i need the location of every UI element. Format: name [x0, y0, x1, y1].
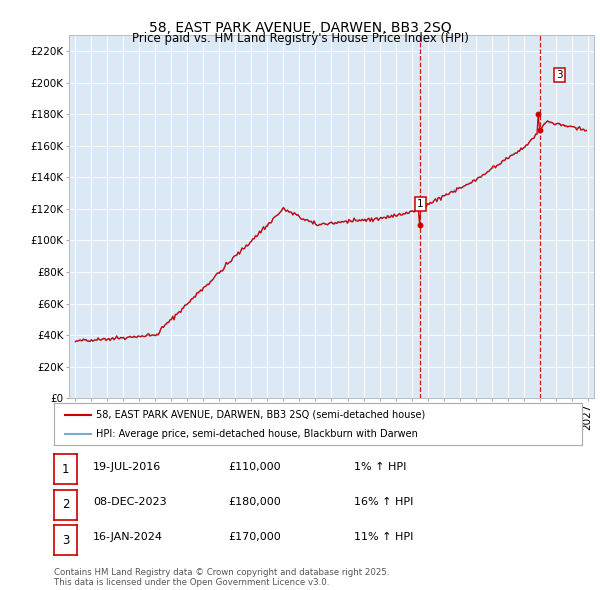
- Text: 58, EAST PARK AVENUE, DARWEN, BB3 2SQ (semi-detached house): 58, EAST PARK AVENUE, DARWEN, BB3 2SQ (s…: [96, 410, 425, 420]
- Text: 08-DEC-2023: 08-DEC-2023: [93, 497, 167, 507]
- Text: £110,000: £110,000: [228, 462, 281, 471]
- Text: 58, EAST PARK AVENUE, DARWEN, BB3 2SQ: 58, EAST PARK AVENUE, DARWEN, BB3 2SQ: [149, 21, 451, 35]
- Text: 1: 1: [62, 463, 69, 476]
- Text: Price paid vs. HM Land Registry's House Price Index (HPI): Price paid vs. HM Land Registry's House …: [131, 32, 469, 45]
- Text: 3: 3: [556, 70, 563, 80]
- Text: Contains HM Land Registry data © Crown copyright and database right 2025.
This d: Contains HM Land Registry data © Crown c…: [54, 568, 389, 587]
- Text: 2: 2: [62, 498, 69, 512]
- Text: 16-JAN-2024: 16-JAN-2024: [93, 533, 163, 542]
- Text: £180,000: £180,000: [228, 497, 281, 507]
- Text: 3: 3: [62, 533, 69, 547]
- Text: 19-JUL-2016: 19-JUL-2016: [93, 462, 161, 471]
- Text: 1% ↑ HPI: 1% ↑ HPI: [354, 462, 406, 471]
- Point: [415, 220, 425, 230]
- Text: 16% ↑ HPI: 16% ↑ HPI: [354, 497, 413, 507]
- Point: [535, 125, 545, 135]
- Text: 11% ↑ HPI: 11% ↑ HPI: [354, 533, 413, 542]
- Text: £170,000: £170,000: [228, 533, 281, 542]
- Text: 1: 1: [417, 199, 424, 209]
- Point: [533, 110, 543, 119]
- Text: HPI: Average price, semi-detached house, Blackburn with Darwen: HPI: Average price, semi-detached house,…: [96, 428, 418, 438]
